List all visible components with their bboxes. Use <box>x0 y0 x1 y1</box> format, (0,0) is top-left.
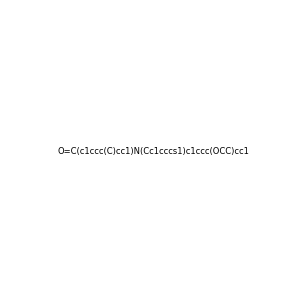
Text: O=C(c1ccc(C)cc1)N(Cc1cccs1)c1ccc(OCC)cc1: O=C(c1ccc(C)cc1)N(Cc1cccs1)c1ccc(OCC)cc1 <box>58 147 250 156</box>
